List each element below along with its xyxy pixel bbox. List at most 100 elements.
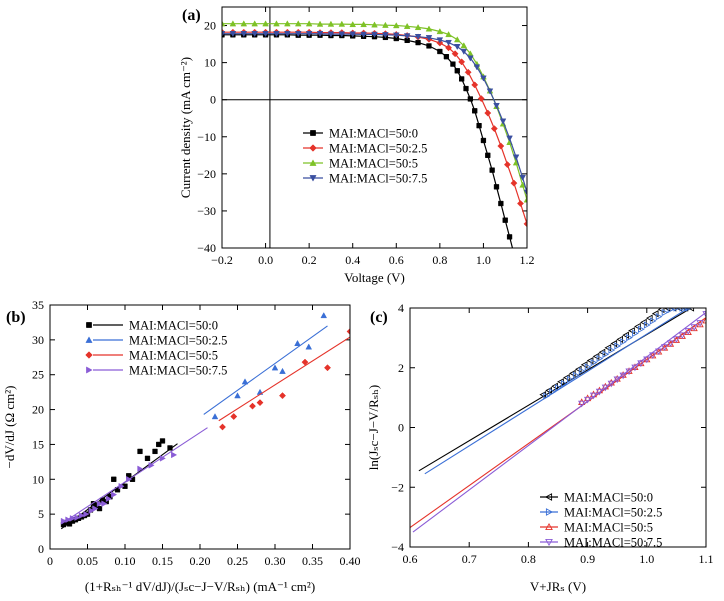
x-tick-label: 0.8 — [432, 253, 447, 267]
data-point — [480, 75, 487, 82]
data-point — [458, 58, 466, 66]
legend: MAI:MACl=50:0MAI:MACl=50:2.5MAI:MACl=50:… — [303, 127, 427, 186]
data-point — [371, 31, 378, 38]
data-point — [566, 375, 574, 384]
data-point — [230, 413, 238, 421]
data-point — [622, 331, 629, 339]
data-point — [625, 368, 633, 376]
data-point — [403, 33, 411, 40]
data-point — [589, 392, 598, 400]
legend: MAI:MACl=50:0MAI:MACl=50:2.5MAI:MACl=50:… — [85, 319, 227, 378]
data-point — [655, 313, 663, 321]
data-point — [415, 39, 421, 46]
legend-marker — [545, 522, 553, 531]
data-point — [305, 20, 313, 27]
x-tick-label: 0.8 — [521, 552, 536, 566]
legend-label: MAI:MACl=50:7.5 — [564, 536, 662, 550]
data-point — [578, 400, 586, 408]
data-point — [661, 308, 669, 317]
data-point — [506, 234, 513, 240]
data-point — [574, 365, 582, 373]
legend-label: MAI:MACl=50:0 — [329, 127, 418, 141]
data-point — [279, 367, 286, 374]
legend-marker — [545, 538, 553, 547]
series-2 — [203, 312, 328, 420]
data-point — [578, 398, 586, 405]
plot-frame — [221, 6, 528, 249]
y-axis-label: ln(Jₛc−J−V/Rₛₕ) — [366, 385, 381, 470]
data-point — [454, 68, 460, 74]
data-point — [251, 31, 258, 38]
x-tick-label: 0.0 — [258, 253, 273, 267]
data-point — [493, 184, 500, 190]
y-tick-label: −30 — [197, 204, 216, 218]
data-point — [476, 122, 482, 129]
legend-label: MAI:MACl=50:0 — [564, 491, 653, 505]
data-point — [241, 378, 249, 385]
data-point — [673, 308, 681, 312]
y-tick-label: 10 — [204, 56, 216, 70]
y-tick-label: −20 — [197, 167, 216, 181]
x-tick-label: 0.6 — [389, 253, 404, 267]
y-tick-label: 15 — [32, 437, 44, 451]
x-tick-label: 0.30 — [265, 554, 286, 568]
x-tick-label: 0.40 — [340, 554, 361, 568]
data-point — [222, 31, 226, 38]
y-tick-label: 2 — [398, 361, 404, 375]
series-line — [222, 33, 527, 193]
x-tick-label: 0.6 — [403, 552, 418, 566]
y-axis-label: Current density (mA cm⁻²) — [178, 57, 193, 198]
data-point — [696, 320, 704, 328]
data-point — [551, 382, 558, 390]
data-point — [371, 21, 378, 28]
data-point — [105, 495, 112, 503]
data-point — [436, 37, 444, 44]
data-point — [460, 48, 468, 55]
data-point — [568, 369, 576, 378]
data-point — [684, 328, 692, 335]
data-point — [543, 392, 550, 400]
data-point — [607, 380, 615, 388]
data-point — [484, 109, 492, 117]
data-point — [510, 179, 518, 187]
data-point — [453, 44, 461, 51]
data-point — [152, 448, 158, 455]
data-point — [159, 455, 166, 462]
data-point — [485, 152, 491, 158]
series-4 — [60, 427, 208, 525]
data-point — [126, 475, 133, 483]
y-tick-label: 35 — [32, 298, 44, 312]
data-point — [453, 36, 461, 43]
x-tick-label: 0.35 — [302, 554, 323, 568]
x-tick-label: 0.15 — [152, 554, 173, 568]
legend-marker — [86, 366, 93, 374]
data-point — [523, 196, 527, 203]
y-tick-label: 0 — [38, 542, 44, 556]
data-point — [96, 505, 103, 512]
data-point — [445, 31, 452, 38]
legend-label: MAI:MACl=50:7.5 — [329, 172, 427, 186]
legend-label: MAI:MACl=50:5 — [329, 157, 418, 171]
x-tick-label: 0.2 — [302, 253, 317, 267]
series-2 — [424, 308, 693, 475]
x-axis-label: Voltage (V) — [344, 270, 405, 285]
data-point — [74, 514, 81, 521]
data-point — [583, 396, 592, 404]
y-tick-label: 5 — [38, 507, 44, 521]
data-point — [137, 465, 144, 473]
data-point — [327, 31, 335, 38]
legend-label: MAI:MACl=50:5 — [564, 521, 653, 535]
data-point — [256, 399, 264, 407]
data-point — [382, 32, 389, 39]
data-point — [137, 448, 143, 455]
data-point — [273, 20, 280, 27]
data-point — [512, 251, 517, 256]
legend-label: MAI:MACl=50:2.5 — [564, 506, 662, 520]
legend-item: MAI:MACl=50:5 — [85, 349, 218, 363]
legend-label: MAI:MACl=50:5 — [129, 349, 218, 363]
data-point — [620, 338, 627, 346]
series-4 — [222, 31, 527, 196]
legend-label: MAI:MACl=50:7.5 — [129, 364, 227, 378]
legend-label: MAI:MACl=50:0 — [129, 319, 218, 333]
